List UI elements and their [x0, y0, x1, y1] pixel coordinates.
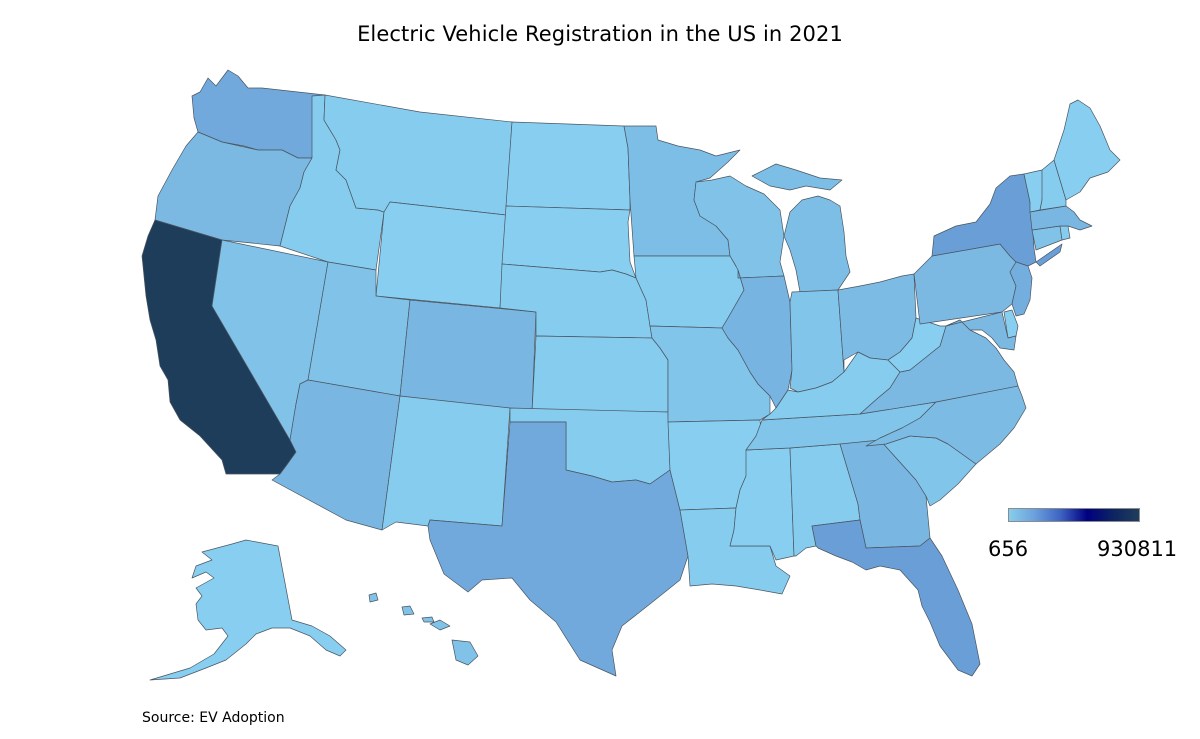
state-iowa[interactable]	[633, 255, 745, 329]
chart-title: Electric Vehicle Registration in the US …	[357, 22, 843, 46]
state-texas[interactable]	[427, 421, 689, 677]
state-kansas[interactable]	[531, 335, 669, 413]
state-maine[interactable]	[1053, 99, 1121, 201]
state-new-mexico[interactable]	[381, 395, 511, 531]
state-washington[interactable]	[191, 69, 326, 159]
state-michigan[interactable]	[751, 163, 851, 293]
state-massachusetts[interactable]	[1029, 205, 1093, 231]
state-colorado[interactable]	[399, 299, 537, 413]
state-wyoming[interactable]	[375, 201, 507, 309]
state-north-dakota[interactable]	[505, 121, 631, 211]
state-florida[interactable]	[811, 519, 981, 677]
colorscale-legend	[1008, 508, 1140, 522]
legend-min-label: 656	[988, 537, 1029, 561]
state-indiana[interactable]	[789, 289, 845, 393]
legend-max-label: 930811	[1097, 537, 1178, 561]
state-new-jersey[interactable]	[1009, 261, 1033, 317]
state-maryland[interactable]	[945, 311, 1017, 351]
state-rhode-island[interactable]	[1059, 225, 1071, 241]
state-north-carolina[interactable]	[865, 385, 1027, 465]
state-hawaii[interactable]	[368, 592, 479, 666]
state-west-virginia[interactable]	[887, 317, 947, 373]
state-montana[interactable]	[323, 94, 513, 216]
state-kentucky[interactable]	[761, 351, 901, 421]
source-note: Source: EV Adoption	[142, 710, 285, 726]
state-alaska[interactable]	[149, 539, 347, 681]
